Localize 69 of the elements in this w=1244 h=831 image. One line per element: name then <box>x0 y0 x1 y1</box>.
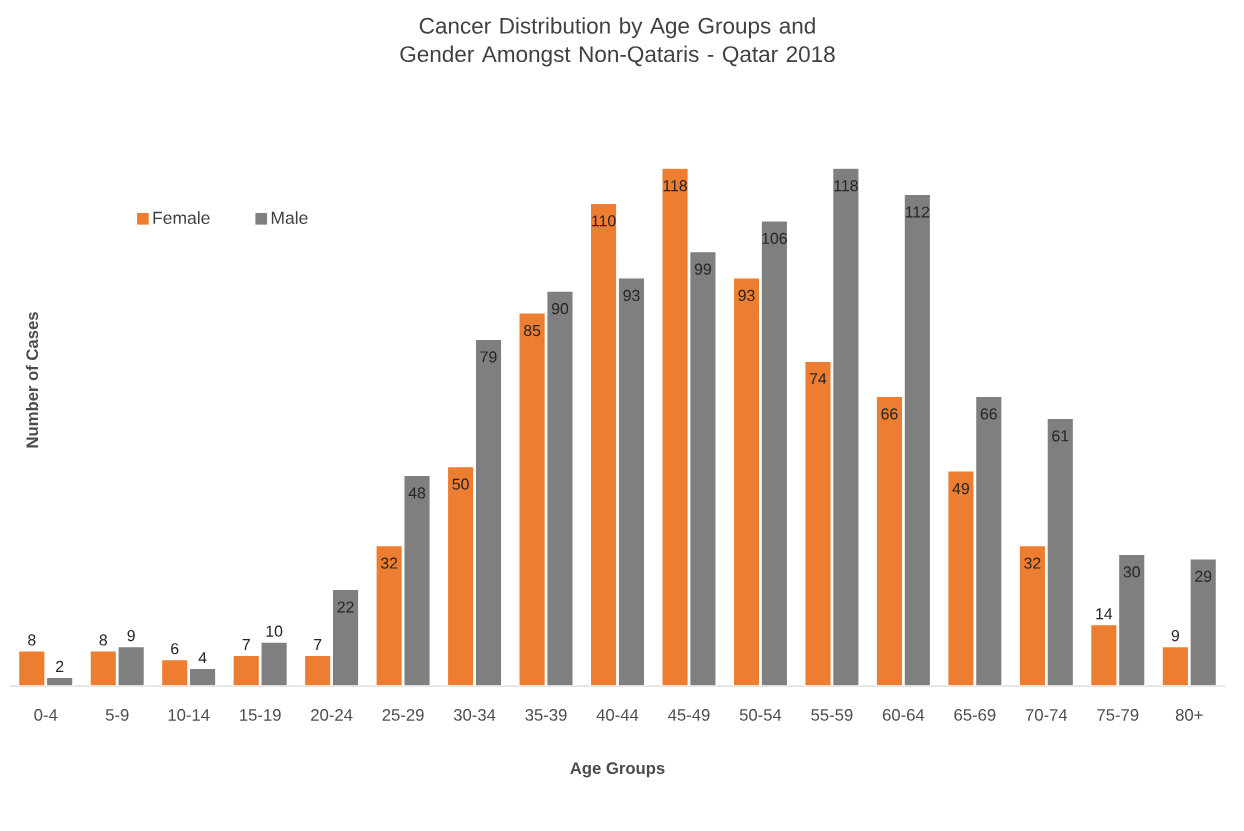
data-label: 112 <box>905 206 930 218</box>
bar <box>947 470 975 686</box>
data-label: 30 <box>1123 566 1140 578</box>
data-label: 79 <box>480 351 497 363</box>
y-axis-title: Number of Cases <box>25 312 39 448</box>
legend-label: Male <box>271 211 308 225</box>
data-label: 61 <box>1052 430 1069 442</box>
x-tick-label: 55-59 <box>811 709 853 721</box>
data-label: 66 <box>881 408 898 420</box>
data-label: 32 <box>1024 557 1041 569</box>
data-label: 118 <box>834 180 858 192</box>
bar <box>1089 623 1118 686</box>
x-tick-label: 80+ <box>1175 709 1203 721</box>
data-label: 66 <box>980 408 997 420</box>
bar <box>160 659 189 686</box>
data-label: 48 <box>408 487 426 499</box>
data-label: 93 <box>738 289 755 302</box>
bar <box>589 202 618 686</box>
x-tick-label: 65-69 <box>954 709 996 721</box>
data-label: 106 <box>762 232 787 244</box>
bar <box>446 465 475 686</box>
data-label: 4 <box>198 652 207 664</box>
data-label: 9 <box>1171 629 1179 642</box>
bar <box>875 395 904 686</box>
bar <box>518 312 546 686</box>
data-label: 93 <box>623 289 640 302</box>
data-label: 85 <box>523 324 541 337</box>
bar <box>804 360 832 686</box>
bar <box>661 167 689 686</box>
data-label: 9 <box>127 629 135 642</box>
x-tick-label: 70-74 <box>1025 709 1068 721</box>
data-label: 2 <box>56 660 64 672</box>
x-tick-label: 60-64 <box>882 709 925 721</box>
bar <box>375 544 404 686</box>
x-tick-label: 45-49 <box>668 709 710 721</box>
x-tick-label: 20-24 <box>311 709 353 721</box>
bar <box>1161 645 1190 686</box>
x-tick-label: 35-39 <box>525 709 567 721</box>
x-axis-title: Age Groups <box>570 762 665 778</box>
data-label: 8 <box>28 634 36 646</box>
data-label: 110 <box>592 215 616 227</box>
data-label: 99 <box>694 263 711 275</box>
x-tick-label: 0-4 <box>34 709 58 721</box>
chart-title: Cancer Distribution by Age Groups and Gender Amongst Non-Qataris - Qatar 2018 <box>400 17 835 67</box>
x-tick-label: 5-9 <box>105 709 129 721</box>
data-label: 50 <box>452 478 469 490</box>
data-label: 14 <box>1096 608 1113 620</box>
data-label: 10 <box>266 625 283 637</box>
x-tick-label: 50-54 <box>739 709 782 721</box>
data-label: 7 <box>242 639 250 650</box>
data-label: 90 <box>551 303 569 315</box>
x-tick-label: 30-34 <box>453 709 496 721</box>
data-label: 7 <box>314 639 322 650</box>
data-label: 118 <box>663 180 687 192</box>
data-label: 8 <box>99 634 107 646</box>
x-tick-label: 10-14 <box>168 709 210 721</box>
data-label: 22 <box>337 601 354 613</box>
data-label: 32 <box>380 557 398 569</box>
data-label: 29 <box>1195 570 1212 582</box>
x-tick-label: 40-44 <box>596 709 639 721</box>
data-label: 49 <box>952 482 969 495</box>
bar <box>732 277 761 686</box>
bar <box>1018 544 1047 686</box>
x-tick-label: 75-79 <box>1097 709 1139 721</box>
x-tick-label: 25-29 <box>382 709 424 721</box>
data-label: 6 <box>171 643 179 655</box>
legend-label: Female <box>153 211 210 225</box>
data-label: 74 <box>809 373 827 385</box>
x-tick-label: 15-19 <box>240 709 281 721</box>
